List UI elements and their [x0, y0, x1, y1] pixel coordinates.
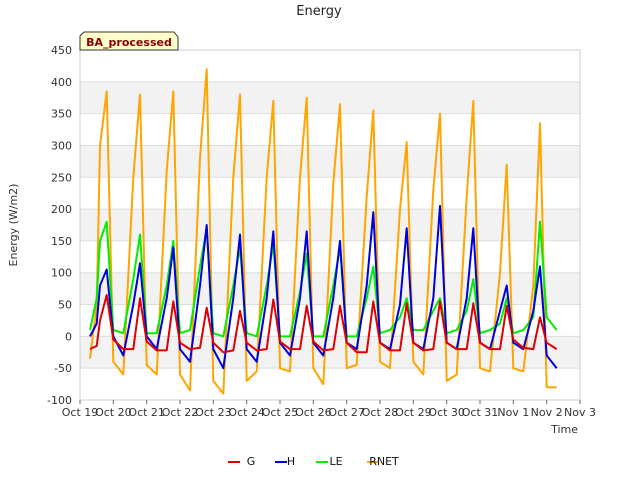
y-tick-label: 200 [51, 203, 72, 216]
y-tick-label: 450 [51, 44, 72, 57]
series-line-rnet [89, 68, 557, 395]
x-tick-label: Oct 26 [295, 406, 332, 419]
y-tick-label: 100 [51, 267, 72, 280]
legend-label-h: H [287, 455, 295, 468]
x-tick-label: Oct 25 [262, 406, 299, 419]
y-tick-label: 0 [65, 330, 72, 343]
series-line-le [89, 220, 558, 338]
y-tick-label: 250 [51, 171, 72, 184]
x-tick-label: Oct 31 [462, 406, 499, 419]
series-line-g [89, 294, 558, 354]
x-tick-label: Oct 22 [162, 406, 199, 419]
y-tick-label: -100 [47, 394, 72, 407]
x-tick-label: Nov 1 [497, 406, 529, 419]
grid-band [80, 81, 580, 114]
plot-bands [80, 81, 580, 369]
legend-label-le: LE [329, 455, 342, 468]
x-tick-label: Oct 23 [195, 406, 232, 419]
y-tick-label: -50 [54, 362, 72, 375]
y-tick-labels: -100 -50 0 50 100 150 200 250 300 350 400 450 [47, 44, 72, 407]
x-tick-label: Oct 24 [228, 406, 265, 419]
x-axis-label: Time [550, 423, 578, 436]
y-tick-label: 50 [58, 299, 72, 312]
grid-band [80, 336, 580, 369]
annotation-box: BA_processed [79, 31, 179, 51]
y-tick-label: 350 [51, 108, 72, 121]
x-tick-label: Oct 28 [362, 406, 399, 419]
x-tick-label: Oct 20 [95, 406, 132, 419]
legend: G H LE RNET [228, 455, 399, 468]
x-tick-label: Oct 19 [62, 406, 99, 419]
legend-label-rnet: RNET [369, 455, 399, 468]
x-tick-label: Oct 27 [328, 406, 365, 419]
x-tick-label: Oct 30 [428, 406, 465, 419]
y-tick-label: 150 [51, 235, 72, 248]
series-layer [89, 68, 558, 395]
plot-frame [79, 49, 581, 401]
y-tick-label: 400 [51, 76, 72, 89]
x-tick-label: Oct 21 [128, 406, 165, 419]
chart-title: Energy [296, 4, 342, 19]
y-axis-label: Energy (W/m2) [7, 184, 20, 267]
legend-label-g: G [247, 455, 256, 468]
y-tick-label: 300 [51, 139, 72, 152]
x-tick-label: Oct 29 [395, 406, 432, 419]
annotation-text: BA_processed [86, 36, 172, 49]
x-tick-label: Nov 2 [531, 406, 563, 419]
series-line-h [89, 204, 558, 370]
grid-band [80, 145, 580, 178]
x-tick-label: Nov 3 [564, 406, 596, 419]
